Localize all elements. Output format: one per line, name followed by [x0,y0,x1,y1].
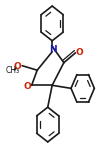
Text: CH₃: CH₃ [6,66,20,76]
Text: O: O [75,48,83,57]
Text: O: O [24,82,31,91]
Text: O: O [13,62,21,71]
Text: N: N [49,45,56,54]
